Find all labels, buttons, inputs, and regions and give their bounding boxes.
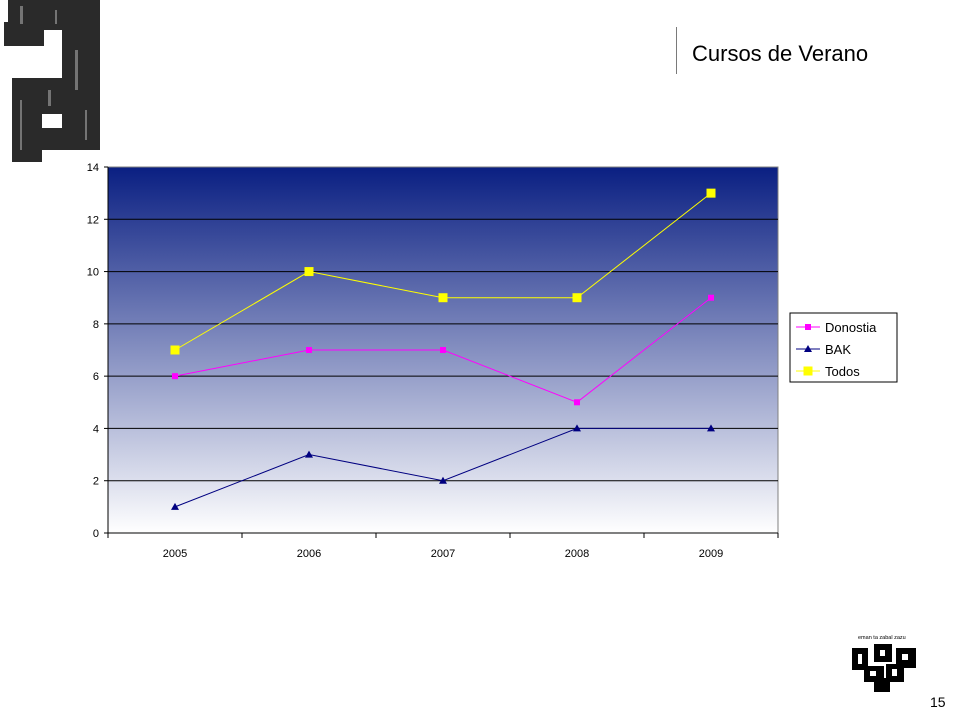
series-donostia — [172, 294, 714, 406]
data-point-todos-2005 — [170, 345, 180, 355]
data-point-donostia-2005 — [172, 373, 178, 380]
series-todos — [170, 188, 716, 355]
y-tick-label: 0 — [93, 528, 99, 540]
x-tick-label-2008: 2008 — [565, 548, 589, 560]
data-point-donostia-2007 — [440, 347, 446, 353]
legend-item-donostia: Donostia — [796, 320, 877, 335]
legend-item-bak: BAK — [796, 342, 851, 357]
university-logo-icon — [852, 644, 916, 692]
y-tick-label: 6 — [93, 371, 99, 383]
data-point-donostia-2009 — [708, 294, 714, 301]
x-tick-label-2009: 2009 — [699, 548, 723, 560]
legend-item-todos: Todos — [796, 364, 860, 379]
y-tick-label: 14 — [87, 162, 99, 174]
series-layer — [170, 188, 716, 510]
slide-title: Cursos de Verano — [692, 41, 869, 66]
y-tick-label: 12 — [87, 214, 99, 226]
data-point-todos-2009 — [706, 188, 716, 198]
data-point-donostia-2008 — [574, 399, 580, 406]
data-point-todos-2007 — [438, 293, 448, 303]
legend-marker-bak — [804, 345, 812, 352]
legend-label-bak: BAK — [825, 342, 851, 357]
logo-motto: eman ta zabal zazu — [858, 635, 906, 641]
decorative-scribble-mark — [4, 0, 100, 162]
page-number: 15 — [930, 694, 946, 710]
legend-marker-todos — [803, 366, 813, 376]
x-axis: 2005 2006 2007 2008 2009 — [107, 532, 779, 560]
data-point-todos-2006 — [304, 267, 314, 277]
legend-marker-donostia — [805, 324, 811, 330]
data-point-bak-2005 — [171, 502, 179, 510]
y-tick-label: 2 — [93, 476, 99, 488]
data-point-bak-2008 — [573, 424, 581, 432]
x-tick-label-2006: 2006 — [297, 548, 321, 560]
data-point-bak-2009 — [707, 424, 715, 432]
legend-label-todos: Todos — [825, 364, 860, 379]
y-axis: 0 2 4 6 8 10 12 14 — [87, 162, 109, 540]
y-tick-label: 8 — [93, 319, 99, 331]
y-tick-label: 10 — [87, 267, 99, 279]
data-point-bak-2006 — [305, 450, 313, 458]
data-point-todos-2008 — [572, 293, 582, 303]
data-point-donostia-2006 — [306, 347, 312, 353]
series-bak — [171, 424, 715, 510]
title-divider — [676, 27, 677, 74]
y-tick-label: 4 — [93, 423, 99, 435]
x-tick-label-2005: 2005 — [163, 548, 187, 560]
data-point-bak-2007 — [439, 476, 447, 484]
legend: Donostia BAK Todos — [789, 312, 898, 383]
x-tick-label-2007: 2007 — [431, 548, 455, 560]
legend-label-donostia: Donostia — [825, 320, 877, 335]
